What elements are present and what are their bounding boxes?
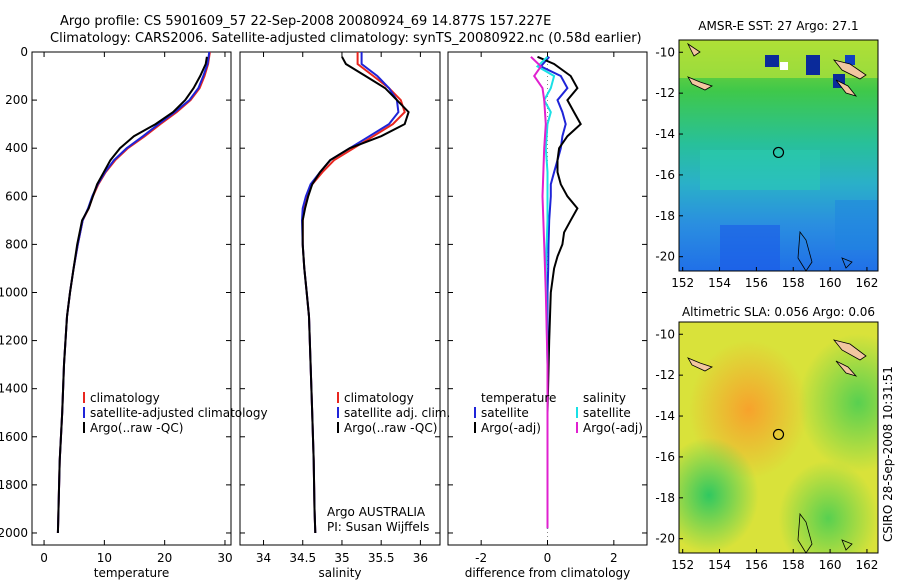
depth-tick-label: 400 [5,141,28,155]
sla-map-xtick-label: 154 [708,558,731,572]
difference-series-salinity-argo-adj- [530,56,549,529]
diff-legend-heading-salinity: salinity [583,391,626,405]
difference-xtick-label: -2 [475,551,487,565]
sst-map-xtick-label: 156 [745,276,768,290]
diff-temp-legend-label: satellite [481,406,529,420]
diff-temp-legend-label: Argo(-adj) [481,421,541,435]
sla-map-xtick-label: 158 [782,558,805,572]
sst-map-argo-marker [772,146,785,159]
timestamp-label: CSIRO 28-Sep-2008 10:31:51 [881,366,895,542]
sla-map-ytick-label: -14 [655,409,675,423]
sst-map-ytick-label: -20 [655,250,675,264]
difference-xlabel: difference from climatology [465,566,631,580]
temperature-xtick-label: 0 [40,551,48,565]
salinity-series-satellite [300,52,400,534]
difference-series-temperature-argo-adj- [537,55,582,529]
temperature-xtick-label: 10 [97,551,112,565]
sst-map-ytick-label: -10 [655,45,675,59]
difference-xtick-label: 0 [544,551,552,565]
temperature-axes-frame [31,51,232,546]
temperature-legend-label: climatology [90,391,160,405]
sla-map-ytick-label: -10 [655,327,675,341]
header-title-line1: Argo profile: CS 5901609_57 22-Sep-2008 … [60,14,551,29]
difference-xtick-label: 2 [610,551,618,565]
sst-map-image [679,40,878,272]
sla-map-xtick-label: 152 [671,558,694,572]
argo-australia-label: Argo AUSTRALIA [327,505,426,519]
sla-map-xtick-label: 156 [745,558,768,572]
diff-sal-legend-label: satellite [583,406,631,420]
salinity-legend-label: satellite adj. clim. [344,406,450,420]
sst-map-ytick-label: -16 [655,168,675,182]
salinity-legend-label: Argo(..raw -QC) [344,421,437,435]
depth-tick-label: 600 [5,189,28,203]
depth-tick-label: 1400 [0,382,28,396]
sla-map-image [679,322,878,554]
temperature-series-climatology [56,51,211,534]
sla-map-xtick-label: 162 [855,558,878,572]
sla-map-frame [678,321,879,554]
temperature-legend-label: Argo(..raw -QC) [90,421,183,435]
sst-map-xtick-label: 162 [855,276,878,290]
salinity-xtick-label: 34.5 [289,551,316,565]
depth-tick-label: 1600 [0,430,28,444]
depth-tick-label: 800 [5,237,28,251]
temperature-xtick-label: 30 [217,551,232,565]
salinity-series-argo [301,56,410,534]
salinity-xtick-label: 34 [256,551,271,565]
sst-map-title: AMSR-E SST: 27 Argo: 27.1 [698,19,858,33]
diff-legend-heading-temperature: temperature [481,391,556,405]
sst-map-ytick-label: -12 [655,86,675,100]
salinity-xtick-label: 36 [413,551,428,565]
temperature-series-satellite [56,51,211,534]
sst-map-xtick-label: 154 [708,276,731,290]
depth-tick-label: 0 [20,45,28,59]
pi-label: PI: Susan Wijffels [327,520,429,534]
depth-tick-label: 1000 [0,285,28,299]
temperature-series-argo [56,56,208,534]
depth-tick-label: 1800 [0,478,28,492]
sst-map-frame [678,39,879,272]
salinity-xtick-label: 35 [334,551,349,565]
sla-map-ytick-label: -12 [655,368,675,382]
sla-map-xtick-label: 160 [819,558,842,572]
sla-map-title: Altimetric SLA: 0.056 Argo: 0.06 [682,305,875,319]
salinity-axes-frame [239,51,441,546]
sla-map-ytick-label: -16 [655,450,675,464]
temperature-xlabel: temperature [94,566,169,580]
temperature-legend-label: satellite-adjusted climatology [90,406,268,420]
sst-map-xtick-label: 158 [782,276,805,290]
salinity-legend-label: climatology [344,391,414,405]
salinity-xtick-label: 35.5 [368,551,395,565]
header-title-line2: Climatology: CARS2006. Satellite-adjuste… [50,31,642,46]
sst-map-xtick-label: 160 [819,276,842,290]
salinity-xlabel: salinity [318,566,361,580]
depth-tick-label: 200 [5,93,28,107]
diff-sal-legend-label: Argo(-adj) [583,421,643,435]
sst-map-ytick-label: -18 [655,209,675,223]
sst-map-xtick-label: 152 [671,276,694,290]
sla-map-argo-marker [772,428,785,441]
sla-map-ytick-label: -18 [655,491,675,505]
sst-map-ytick-label: -14 [655,127,675,141]
sla-map-ytick-label: -20 [655,532,675,546]
temperature-xtick-label: 20 [157,551,172,565]
depth-tick-label: 2000 [0,526,28,540]
depth-tick-label: 1200 [0,334,28,348]
